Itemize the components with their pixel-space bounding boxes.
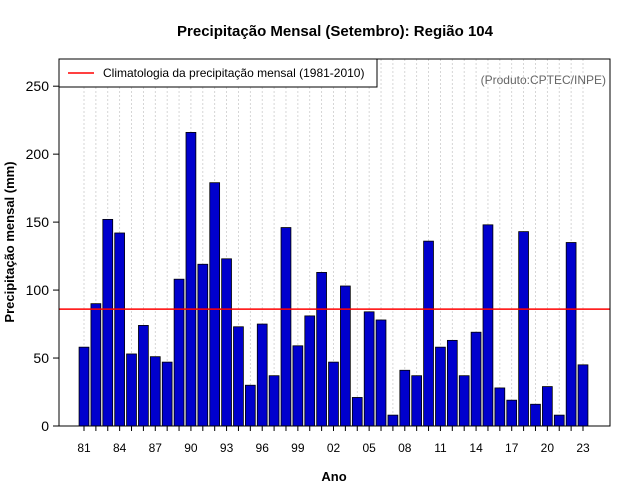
bar-2020 xyxy=(542,386,553,427)
x-tick-label: 17 xyxy=(505,441,519,455)
bar-2006 xyxy=(375,319,387,427)
x-tick-label: 02 xyxy=(327,441,341,455)
bar-2003 xyxy=(340,285,351,427)
bar-2009 xyxy=(411,375,422,427)
y-axis-label: Precipitação mensal (mm) xyxy=(2,161,17,322)
x-axis-label: Ano xyxy=(321,469,346,484)
y-tick-label: 150 xyxy=(26,214,50,230)
y-tick-label: 50 xyxy=(33,350,49,366)
x-tick-label: 99 xyxy=(291,441,305,455)
bar-1983 xyxy=(102,218,114,427)
y-tick-label: 100 xyxy=(26,282,50,298)
bar-2010 xyxy=(423,240,434,427)
bar-1985 xyxy=(126,353,137,427)
bar-2015 xyxy=(482,224,494,427)
bar-1986 xyxy=(138,325,149,427)
chart-title: Precipitação Mensal (Setembro): Região 1… xyxy=(177,23,494,40)
bar-2017 xyxy=(506,399,518,427)
legend: Climatologia da precipitação mensal (198… xyxy=(58,58,378,88)
bar-2012 xyxy=(446,339,458,427)
bar-2019 xyxy=(530,403,541,427)
y-tick-label: 0 xyxy=(41,418,49,434)
x-tick-label: 90 xyxy=(184,441,198,455)
bar-2011 xyxy=(435,346,446,427)
bar-1993 xyxy=(221,258,232,427)
x-tick-label: 93 xyxy=(220,441,234,455)
bar-1988 xyxy=(161,361,173,427)
legend-box xyxy=(58,58,378,88)
bar-2002 xyxy=(328,361,339,427)
x-tick-label: 20 xyxy=(541,441,555,455)
bar-1981 xyxy=(78,346,90,427)
bars xyxy=(78,131,589,427)
bar-1982 xyxy=(90,303,102,427)
x-tick-label: 23 xyxy=(576,441,590,455)
x-tick-label: 87 xyxy=(149,441,163,455)
bar-1990 xyxy=(185,131,197,427)
bar-2000 xyxy=(304,315,316,427)
bar-2004 xyxy=(351,397,363,427)
bar-2023 xyxy=(577,364,589,427)
bar-2007 xyxy=(387,414,399,427)
x-tick-label: 96 xyxy=(256,441,270,455)
bar-1992 xyxy=(209,182,221,427)
bar-2001 xyxy=(316,272,327,427)
bar-1999 xyxy=(292,345,304,427)
y-tick-label: 250 xyxy=(26,78,50,94)
x-tick-label: 84 xyxy=(113,441,127,455)
x-tick-label: 81 xyxy=(77,441,91,455)
x-tick-label: 08 xyxy=(398,441,412,455)
x-tick-label: 11 xyxy=(434,441,447,455)
bar-2013 xyxy=(458,375,470,427)
bar-2018 xyxy=(518,231,529,427)
x-tick-label: 14 xyxy=(469,441,483,455)
x-tick-label: 05 xyxy=(362,441,376,455)
bar-1998 xyxy=(280,227,292,427)
bar-1996 xyxy=(256,323,268,427)
credit-text: (Produto:CPTEC/INPE) xyxy=(481,73,606,87)
bar-1995 xyxy=(245,384,256,427)
x-axis: 81 84 87 90 93 96 99 02 05 08 11 14 17 20 23 xyxy=(77,425,590,455)
bar-1989 xyxy=(173,278,185,427)
bar-2022 xyxy=(565,242,577,427)
bar-2021 xyxy=(553,414,565,427)
bar-2014 xyxy=(470,331,482,427)
y-tick-label: 200 xyxy=(26,146,50,162)
bar-1984 xyxy=(114,232,125,427)
bar-2005 xyxy=(363,311,375,427)
bar-2016 xyxy=(494,387,506,427)
bar-1997 xyxy=(268,375,280,427)
y-axis: 0 50 100 150 200 250 xyxy=(26,78,59,434)
bar-1991 xyxy=(197,263,209,427)
bar-1987 xyxy=(149,356,161,427)
bar-1994 xyxy=(233,326,244,427)
bar-2008 xyxy=(399,369,411,427)
legend-label: Climatologia da precipitação mensal (198… xyxy=(103,66,364,80)
